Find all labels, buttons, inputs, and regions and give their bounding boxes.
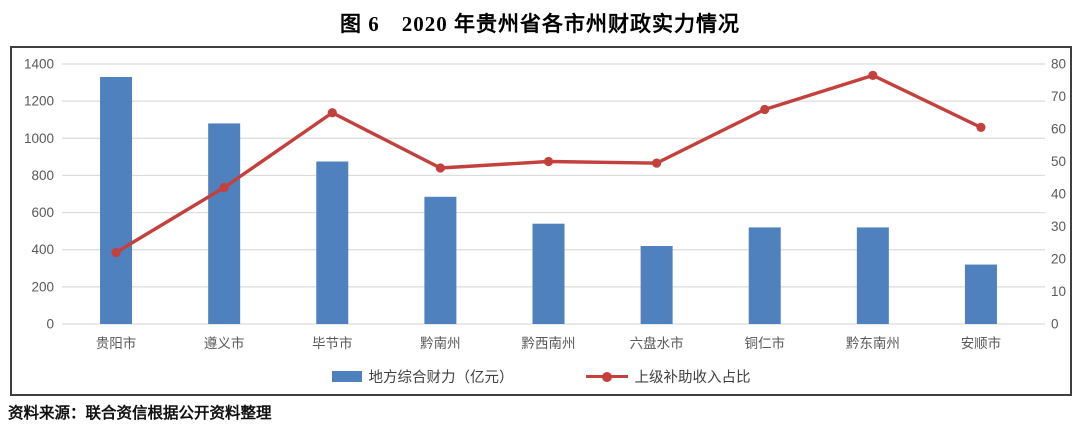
trend-point-2 <box>327 108 337 118</box>
trend-point-6 <box>760 104 770 115</box>
y-axis-right-tick-label: 50 <box>1051 154 1066 169</box>
y-axis-left-tick-label: 200 <box>31 279 54 294</box>
trend-point-8 <box>976 122 986 132</box>
x-axis-category-label: 黔南州 <box>420 336 461 351</box>
y-axis-left-tick-label: 600 <box>31 205 54 220</box>
trend-point-1 <box>219 182 229 193</box>
x-axis-category-label: 铜仁市 <box>744 335 785 351</box>
y-axis-left-tick-label: 1400 <box>24 57 54 72</box>
bar-8 <box>964 264 997 324</box>
trend-point-4 <box>543 156 554 167</box>
trend-point-3 <box>435 163 445 173</box>
x-axis-category-label: 贵阳市 <box>96 335 137 351</box>
trend-point-5 <box>652 158 662 168</box>
source-note: 资料来源：联合资信根据公开资料整理 <box>8 405 272 422</box>
legend-line-swatch <box>585 371 628 382</box>
bar-2 <box>316 161 349 324</box>
x-axis-category-label: 黔东南州 <box>846 336 900 351</box>
y-axis-right-tick-label: 60 <box>1051 122 1066 137</box>
y-axis-left-tick-label: 800 <box>31 168 54 183</box>
legend-line-marker-icon <box>601 371 612 382</box>
y-axis-right-tick-label: 70 <box>1051 89 1066 104</box>
bar-3 <box>424 196 457 324</box>
bar-4 <box>532 223 565 324</box>
legend-bar-label: 地方综合财力（亿元） <box>368 370 514 386</box>
y-axis-left-tick-label: 400 <box>31 242 54 257</box>
trend-point-7 <box>868 70 878 80</box>
x-axis-category-label: 六盘水市 <box>630 335 684 351</box>
combo-chart: 0 200 400 600 800 1000 1200 1400 0 10 20 30 40 50 60 70… <box>24 57 1066 352</box>
y-axis-right-tick-label: 40 <box>1051 187 1066 202</box>
legend-bar-swatch <box>331 371 362 382</box>
bar-6 <box>748 227 781 324</box>
legend-item-bar: 地方综合财力（亿元） <box>331 366 514 387</box>
y-axis-right-tick-label: 0 <box>1051 317 1059 332</box>
y-axis-left-tick-label: 1200 <box>24 94 54 109</box>
bar-5 <box>640 246 673 324</box>
x-axis-category-label: 安顺市 <box>961 335 1002 351</box>
y-axis-right-tick-label: 20 <box>1051 252 1066 267</box>
x-axis-category-label: 黔西南州 <box>522 336 576 351</box>
legend-line-label: 上级补助收入占比 <box>634 370 751 386</box>
x-axis-category-label: 毕节市 <box>312 335 353 351</box>
y-axis-right-tick-label: 30 <box>1051 219 1066 234</box>
y-axis-right-tick-label: 80 <box>1051 57 1066 72</box>
x-axis-category-label: 遵义市 <box>204 335 245 351</box>
chart-frame: 0 200 400 600 800 1000 1200 1400 0 10 20 30 40 50 60 70… <box>10 46 1072 396</box>
bar-0 <box>100 77 133 324</box>
chart-legend: 地方综合财力（亿元） 上级补助收入占比 <box>12 366 1070 387</box>
bar-1 <box>208 123 241 324</box>
legend-item-line: 上级补助收入占比 <box>585 366 751 387</box>
trend-point-0 <box>111 247 121 258</box>
chart-title: 图 6 2020 年贵州省各市州财政实力情况 <box>340 12 740 36</box>
y-axis-left-tick-label: 0 <box>46 317 54 332</box>
bar-7 <box>856 227 889 324</box>
y-axis-right-tick-label: 10 <box>1051 284 1066 299</box>
y-axis-left-tick-label: 1000 <box>24 131 54 146</box>
